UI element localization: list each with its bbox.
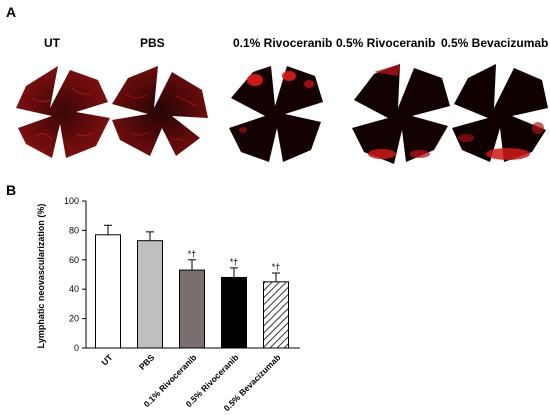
flatmount-image-ut — [12, 58, 116, 166]
image-label-bevacizumab-05: 0.5% Bevacizumab — [441, 36, 549, 50]
significance-marker: *† — [230, 257, 239, 267]
panel-b-letter: B — [6, 182, 17, 198]
image-label-rivoceranib-01: 0.1% Rivoceranib — [233, 36, 333, 50]
flatmount-image-rivoceranib-01 — [225, 58, 329, 166]
bar — [137, 240, 163, 349]
flatmount-image-rivoceranib-05 — [350, 58, 454, 166]
bar — [221, 276, 247, 349]
x-tick-label: UT — [99, 352, 115, 368]
y-tick-label: 0 — [74, 343, 79, 353]
panel-a-letter: A — [6, 4, 17, 20]
image-label-pbs: PBS — [140, 36, 165, 50]
y-tick-label: 80 — [69, 225, 79, 235]
x-tick-label: PBS — [137, 352, 157, 372]
y-axis-label: Lymphatic neovascularization (%) — [36, 204, 46, 349]
image-label-rivoceranib-05: 0.5% Rivoceranib — [336, 36, 436, 50]
bar — [263, 281, 289, 349]
bar — [95, 234, 121, 349]
flatmount-image-pbs — [110, 58, 214, 166]
flatmount-image-bevacizumab-05 — [448, 58, 550, 166]
image-label-ut: UT — [44, 36, 60, 50]
significance-marker: *† — [272, 262, 281, 272]
y-tick-label: 20 — [69, 314, 79, 324]
bar — [179, 269, 205, 349]
y-tick-label: 40 — [69, 284, 79, 294]
significance-marker: *† — [188, 249, 197, 259]
bar-chart: Lymphatic neovascularization (%) 0 20 40 60… — [36, 196, 300, 413]
y-tick-label: 100 — [64, 196, 79, 206]
y-tick-label: 60 — [69, 255, 79, 265]
